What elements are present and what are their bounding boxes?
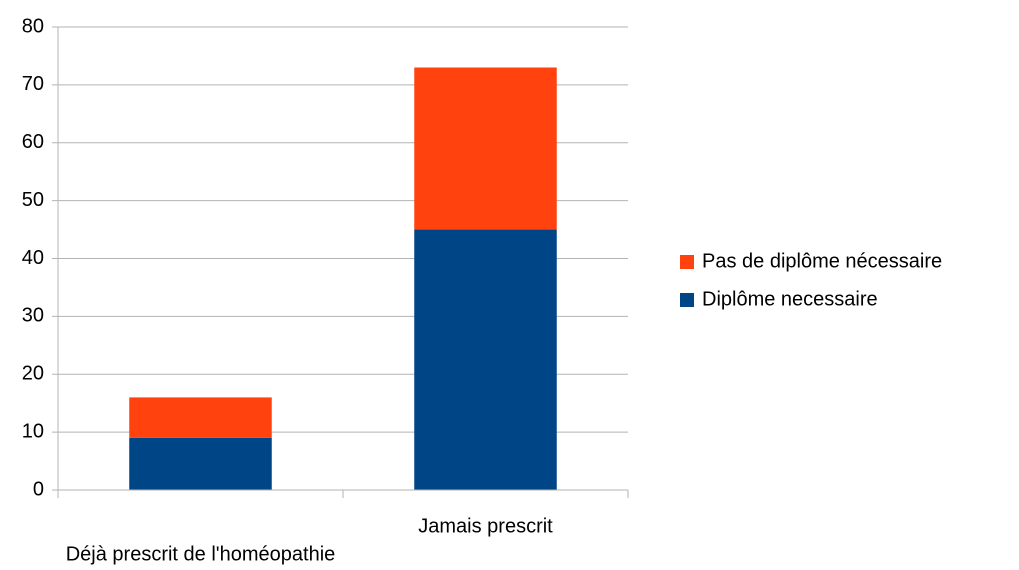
y-tick-label: 10 [22, 420, 44, 442]
legend-label: Pas de diplôme nécessaire [702, 250, 942, 272]
bar [414, 67, 557, 230]
legend-swatch [680, 255, 694, 269]
y-tick-label: 0 [33, 478, 44, 500]
y-tick-label: 20 [22, 363, 44, 385]
y-tick-label: 40 [22, 247, 44, 269]
legend-swatch [680, 293, 694, 307]
bar [414, 229, 557, 490]
y-tick-label: 50 [22, 189, 44, 211]
y-tick-label: 70 [22, 73, 44, 95]
bar [129, 437, 272, 490]
x-tick-label: Jamais prescrit [418, 515, 553, 537]
y-tick-label: 80 [22, 15, 44, 37]
legend-label: Diplôme necessaire [702, 288, 878, 310]
x-tick-label: Déjà prescrit de l'homéopathie [66, 543, 336, 565]
y-tick-label: 60 [22, 131, 44, 153]
bar [129, 397, 272, 438]
y-tick-label: 30 [22, 305, 44, 327]
